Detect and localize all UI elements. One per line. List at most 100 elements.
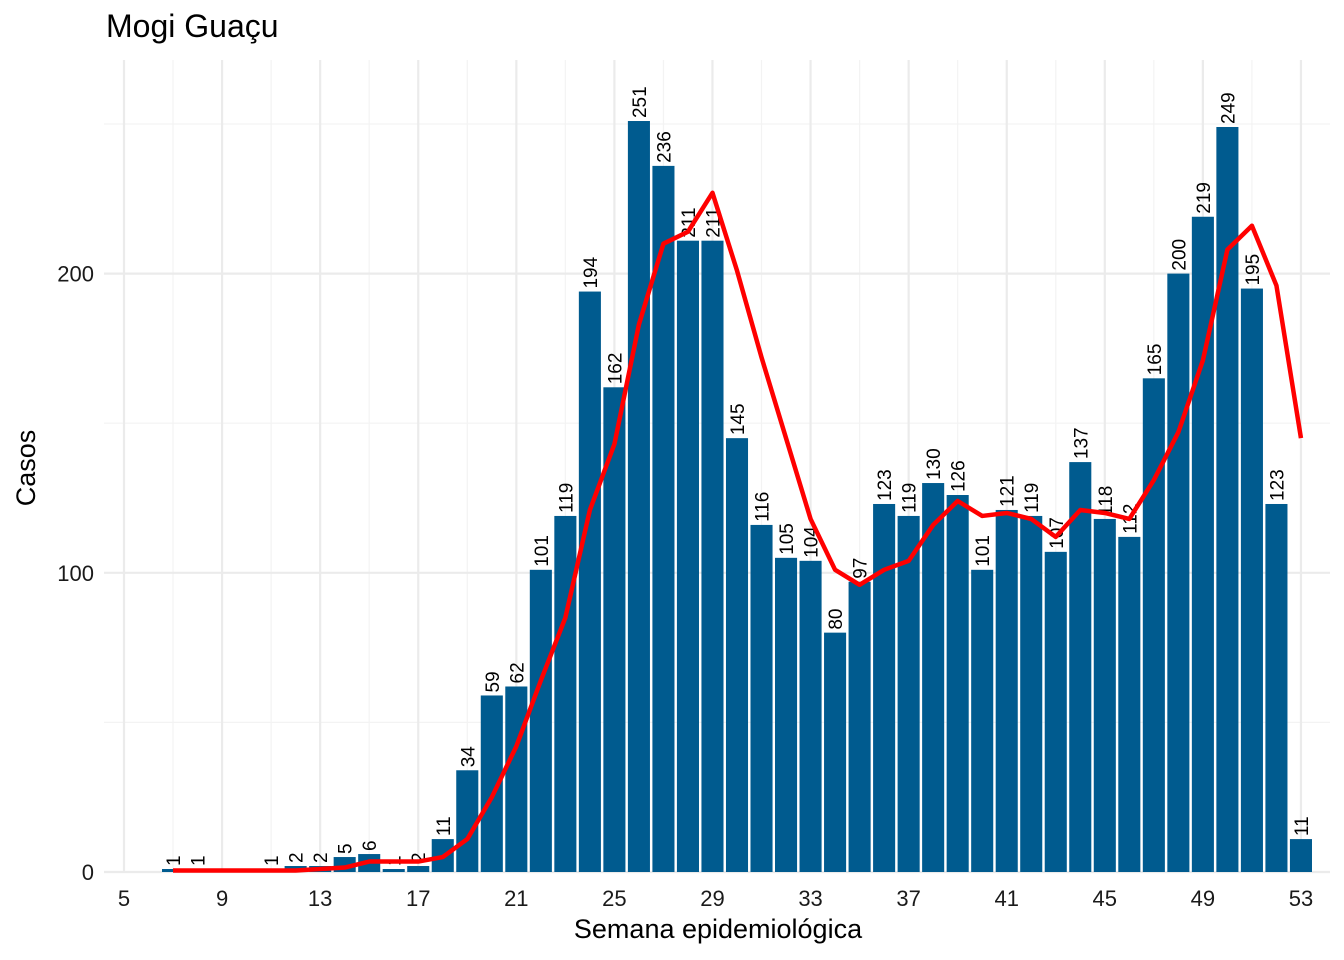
bar-value-label: 251 (630, 86, 651, 118)
bar-value-label: 194 (581, 256, 602, 288)
trend-line-group (173, 190, 1304, 873)
bar-value-label: 11 (434, 816, 455, 836)
bar (1020, 515, 1043, 872)
bar (1142, 378, 1165, 872)
bar-value-label: 126 (949, 460, 970, 492)
bar-value-label: 80 (826, 608, 847, 629)
bar-value-label: 123 (875, 469, 896, 501)
bar (848, 581, 871, 872)
bar (775, 557, 798, 872)
bar-value-label: 2 (409, 852, 430, 863)
chart-title: Mogi Guaçu (106, 8, 279, 44)
bar-value-label: 118 (1096, 486, 1117, 516)
bar-value-label: 1 (189, 855, 210, 866)
bar (1093, 518, 1116, 872)
x-tick-label: 5 (118, 886, 130, 911)
y-axis-title: Casos (11, 430, 41, 507)
bar-value-label: 145 (728, 403, 749, 435)
trend-line (173, 190, 1304, 873)
bar-value-label: 119 (1022, 483, 1043, 513)
bar-value-label: 200 (1169, 239, 1190, 271)
x-axis-ticks: 5 9 13 17 21 25 29 33 37 41 45 49 53 (118, 886, 1313, 911)
bar (725, 438, 749, 872)
bar-value-label: 211 (679, 207, 700, 237)
x-tick-label: 21 (504, 886, 528, 911)
bar-value-label: 105 (777, 523, 798, 555)
bar (971, 569, 994, 872)
bar (529, 569, 552, 872)
bar-value-label: 195 (1243, 254, 1264, 286)
bar-value-label: 121 (998, 475, 1019, 507)
bar (1118, 536, 1141, 872)
bar-value-label: 165 (1145, 344, 1166, 376)
bar (799, 560, 822, 872)
y-tick-label: 200 (57, 262, 94, 287)
x-tick-label: 37 (896, 886, 920, 911)
bar (676, 240, 699, 873)
bar-value-label: 130 (924, 448, 945, 480)
bar-value-label: 116 (753, 492, 774, 522)
bar (554, 515, 577, 872)
bar-value-label: 59 (483, 671, 504, 692)
x-tick-label: 9 (216, 886, 228, 911)
bar (652, 165, 675, 872)
bar (1240, 288, 1263, 872)
x-tick-label: 53 (1289, 886, 1313, 911)
bar-value-label: 219 (1194, 182, 1215, 214)
bar-value-label: 101 (532, 535, 553, 567)
bar (922, 483, 945, 872)
bar (456, 770, 479, 872)
bar (750, 524, 773, 872)
y-tick-label: 100 (57, 561, 94, 586)
bar (480, 695, 503, 872)
bar (824, 632, 847, 872)
y-tick-label: 0 (82, 860, 94, 885)
bar (1069, 462, 1092, 872)
x-tick-label: 25 (602, 886, 626, 911)
bar (1191, 216, 1214, 872)
bar-value-label: 119 (556, 483, 577, 513)
x-tick-label: 13 (308, 886, 332, 911)
bars (162, 121, 1312, 873)
bar-value-label: 119 (900, 483, 921, 513)
bar (995, 509, 1018, 872)
bar (1216, 126, 1239, 872)
bar-value-label: 249 (1218, 92, 1239, 124)
bar-value-label: 137 (1071, 427, 1092, 459)
bar (603, 387, 626, 872)
bar-value-label: 2 (311, 852, 332, 863)
bar (1265, 503, 1288, 872)
bar (873, 503, 896, 872)
bar-value-label: 97 (851, 558, 872, 579)
bar-value-label: 11 (1292, 816, 1313, 836)
bar (382, 869, 405, 872)
x-tick-label: 17 (406, 886, 430, 911)
bar (946, 495, 969, 872)
bar-value-label: 5 (336, 843, 357, 854)
bar-value-label: 1 (164, 855, 185, 866)
bar-value-label: 101 (973, 535, 994, 567)
bar-value-label: 123 (1267, 469, 1288, 501)
x-tick-label: 49 (1191, 886, 1215, 911)
bar-value-label: 1 (262, 855, 283, 866)
bar (897, 515, 920, 872)
bar-value-label: 62 (507, 662, 528, 683)
bar-value-label: 34 (458, 746, 479, 768)
bar-value-label: 162 (605, 353, 626, 385)
bar (1289, 839, 1312, 872)
bar-value-label: 6 (360, 840, 381, 851)
bar (1044, 551, 1067, 872)
x-tick-label: 45 (1093, 886, 1117, 911)
bar-value-label: 236 (654, 131, 675, 163)
x-tick-label: 33 (798, 886, 822, 911)
y-axis-ticks: 0 100 200 (57, 262, 94, 885)
bar (505, 686, 528, 872)
bar-value-label: 2 (287, 852, 308, 863)
x-axis-title: Semana epidemiológica (574, 914, 863, 944)
bar (1167, 273, 1190, 873)
bar (578, 291, 601, 872)
bar (627, 121, 650, 873)
x-tick-label: 41 (994, 886, 1018, 911)
bar (407, 866, 430, 872)
